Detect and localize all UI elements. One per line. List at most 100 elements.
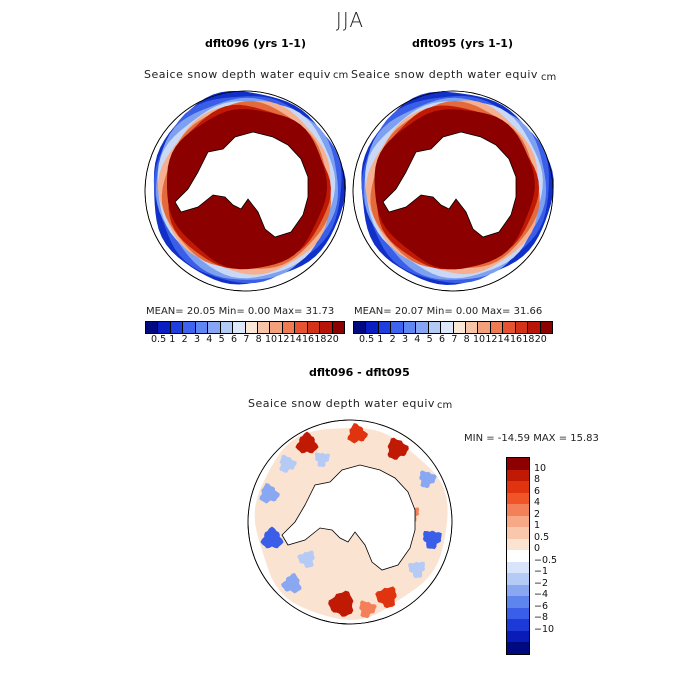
colorbar-tick-label: 20 (326, 334, 339, 345)
colorbar-tick-label: 7 (451, 334, 458, 345)
colorbar-tick-label: 4 (414, 334, 421, 345)
colorbar-tick-label: 7 (243, 334, 250, 345)
colorbar-swatch (507, 607, 529, 619)
panel-1-title: dflt096 (yrs 1-1) (205, 37, 306, 50)
colorbar-tick-label: 12 (277, 334, 290, 345)
colorbar-swatches (145, 321, 345, 334)
colorbar-swatch (403, 322, 417, 333)
panel-1-stats: MEAN= 20.05 Min= 0.00 Max= 31.73 (146, 306, 335, 317)
colorbar-swatch (391, 322, 404, 333)
panel-3-stats: MIN = -14.59 MAX = 15.83 (464, 433, 599, 444)
colorbar-tick-label: −0.5 (534, 554, 558, 566)
colorbar-ticks: 0.5 1 2 3 4 5 6 7 8 10 12 14 16 18 20 (151, 334, 339, 345)
colorbar-swatch (465, 322, 479, 333)
season-title: JJA (335, 8, 365, 32)
colorbar-swatch (282, 322, 296, 333)
colorbar-tick-label: 5 (218, 334, 225, 345)
colorbar-tick-label: 5 (426, 334, 433, 345)
colorbar-swatch (270, 322, 283, 333)
colorbar-tick-label: 10 (534, 462, 547, 474)
colorbar-swatch (257, 322, 271, 333)
panel-1-map (144, 90, 346, 292)
colorbar-swatch (332, 322, 344, 333)
colorbar-swatch (478, 322, 491, 333)
colorbar-ticks: 0.5 1 2 3 4 5 6 7 8 10 12 14 16 18 20 (359, 334, 547, 345)
panel-3-map (247, 419, 453, 625)
colorbar-swatch (507, 515, 529, 527)
colorbar-swatches (506, 457, 530, 655)
colorbar-tick-label: −1 (534, 566, 549, 577)
colorbar-tick-label: 0.5 (359, 334, 375, 345)
colorbar-tick-label: 6 (534, 485, 541, 497)
colorbar-swatch (528, 322, 541, 333)
colorbar-swatch (354, 322, 367, 333)
colorbar-tick-label: 12 (485, 334, 498, 345)
panel-3-colorbar (506, 457, 530, 655)
colorbar-tick-label: −4 (534, 589, 549, 600)
colorbar-tick-label: 8 (534, 474, 541, 485)
panel-2-map (352, 90, 554, 292)
colorbar-swatch (507, 458, 529, 470)
colorbar-tick-label: 1 (377, 334, 384, 345)
colorbar-tick-label: 2 (534, 508, 541, 520)
colorbar-swatch (428, 322, 442, 333)
colorbar-swatch (515, 322, 529, 333)
colorbar-tick-label: −6 (534, 600, 549, 612)
colorbar-tick-label: 3 (401, 334, 408, 345)
colorbar-tick-label: 1 (534, 520, 541, 531)
colorbar-tick-label: 0.5 (151, 334, 167, 345)
colorbar-tick-label: 4 (534, 497, 541, 508)
colorbar-swatch (416, 322, 429, 333)
colorbar-swatch (158, 322, 171, 333)
colorbar-swatch (507, 527, 529, 539)
colorbar-tick-label: 16 (510, 334, 523, 345)
colorbar-swatch (507, 619, 529, 631)
colorbar-swatch (507, 630, 529, 642)
panel-2-units: cm (541, 72, 557, 83)
panel-2-variable: Seaice snow depth water equiv (351, 68, 538, 81)
colorbar-swatch (441, 322, 454, 333)
colorbar-tick-label: 6 (230, 334, 238, 345)
colorbar-swatch (295, 322, 308, 333)
colorbar-swatches (353, 321, 553, 334)
colorbar-tick-label: 0 (534, 543, 541, 554)
colorbar-tick-label: 18 (314, 334, 327, 345)
colorbar-swatch (208, 322, 221, 333)
panel-1-variable: Seaice snow depth water equiv (144, 68, 331, 81)
colorbar-tick-label: −8 (534, 612, 549, 623)
panel-2-stats: MEAN= 20.07 Min= 0.00 Max= 31.66 (354, 306, 543, 317)
colorbar-tick-label: 14 (289, 334, 302, 345)
colorbar-swatch (507, 550, 529, 562)
colorbar-swatch (507, 642, 529, 654)
colorbar-swatch (507, 504, 529, 516)
colorbar-swatch (307, 322, 321, 333)
panel-3-units: cm (437, 400, 453, 411)
colorbar-swatch (220, 322, 234, 333)
colorbar-tick-label: 10 (264, 334, 278, 345)
colorbar-tick-label: 2 (181, 334, 188, 345)
colorbar-tick-label: −10 (534, 623, 555, 635)
colorbar-swatch (507, 584, 529, 596)
colorbar-swatch (503, 322, 516, 333)
colorbar-tick-label: 18 (522, 334, 535, 345)
colorbar-tick-label: 0.5 (534, 531, 550, 543)
colorbar-swatch (507, 481, 529, 493)
panel-2-title: dflt095 (yrs 1-1) (412, 37, 513, 50)
colorbar-swatch (507, 561, 529, 573)
colorbar-tick-label: 6 (438, 334, 446, 345)
colorbar-swatch (320, 322, 333, 333)
colorbar-tick-label: 14 (497, 334, 510, 345)
panel-1-units: cm (333, 70, 349, 81)
colorbar-tick-label: 10 (472, 334, 486, 345)
colorbar-swatch (507, 469, 529, 481)
colorbar-swatch (378, 322, 392, 333)
panel-3-title: dflt096 - dflt095 (309, 366, 410, 379)
colorbar-tick-label: 8 (463, 334, 470, 345)
panel-2-colorbar: 0.5 1 2 3 4 5 6 7 8 10 12 14 16 18 20 (353, 321, 553, 345)
colorbar-tick-label: 2 (389, 334, 396, 345)
colorbar-swatch (245, 322, 258, 333)
colorbar-swatch (183, 322, 196, 333)
colorbar-tick-label: 8 (255, 334, 262, 345)
colorbar-swatch (507, 492, 529, 504)
colorbar-swatch (507, 596, 529, 608)
